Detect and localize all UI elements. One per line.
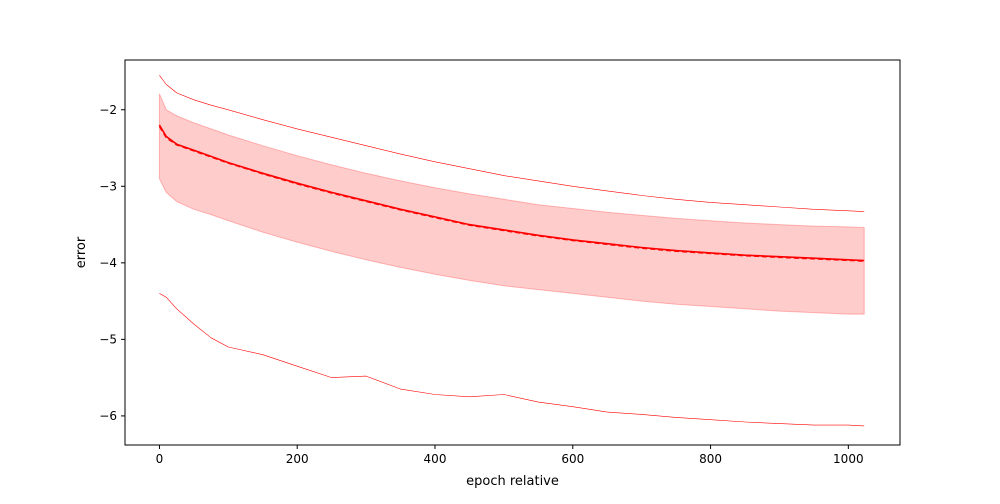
y-axis: −2 −3 −4 −5 −6 — [99, 103, 125, 423]
x-tick-label: 400 — [424, 452, 447, 466]
series-line-min — [159, 293, 865, 427]
x-tick-label: 0 — [156, 452, 164, 466]
x-tick-label: 1000 — [833, 452, 864, 466]
y-tick-label: −2 — [99, 103, 117, 117]
plot-area — [158, 75, 865, 427]
y-tick-label: −5 — [99, 332, 117, 346]
x-tick-label: 800 — [699, 452, 722, 466]
series-line-mean — [158, 124, 865, 262]
x-tick-label: 200 — [286, 452, 309, 466]
y-tick-label: −3 — [99, 179, 117, 193]
x-axis: 0 200 400 600 800 1000 — [156, 445, 864, 466]
series-line-max — [159, 75, 865, 212]
y-axis-label: error — [74, 236, 89, 268]
y-tick-label: −6 — [99, 409, 117, 423]
x-axis-label: epoch relative — [466, 474, 559, 489]
axes-frame — [124, 59, 901, 446]
y-tick-label: −4 — [99, 256, 117, 270]
band-area — [158, 93, 865, 315]
x-tick-label: 600 — [561, 452, 584, 466]
